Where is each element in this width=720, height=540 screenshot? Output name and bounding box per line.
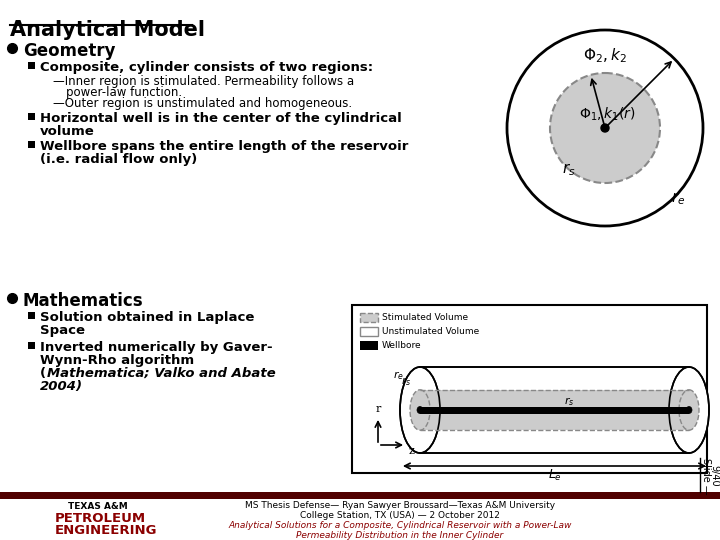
Text: Wellbore: Wellbore <box>382 341 422 350</box>
Bar <box>420 390 689 430</box>
Text: Inverted numerically by Gaver-: Inverted numerically by Gaver- <box>40 341 273 354</box>
Bar <box>28 141 35 148</box>
Bar <box>360 327 378 336</box>
Text: ENGINEERING: ENGINEERING <box>55 524 158 537</box>
Ellipse shape <box>669 367 709 453</box>
Text: $L_e$: $L_e$ <box>547 468 562 483</box>
Text: $\Phi_1, k_1(r)$: $\Phi_1, k_1(r)$ <box>579 106 635 124</box>
Text: (i.e. radial flow only): (i.e. radial flow only) <box>40 153 197 166</box>
Text: volume: volume <box>40 125 95 138</box>
Text: $r_s$: $r_s$ <box>401 375 411 388</box>
Text: Permeability Distribution in the Inner Cylinder: Permeability Distribution in the Inner C… <box>297 531 503 540</box>
Text: (: ( <box>40 367 46 380</box>
Circle shape <box>550 73 660 183</box>
Text: r: r <box>375 404 381 414</box>
Bar <box>420 367 689 453</box>
Text: PETROLEUM: PETROLEUM <box>55 512 146 525</box>
Text: TEXAS A&M: TEXAS A&M <box>68 502 127 511</box>
Text: Analytical Solutions for a Composite, Cylindrical Reservoir with a Power-Law: Analytical Solutions for a Composite, Cy… <box>228 521 572 530</box>
Text: Slide —: Slide — <box>701 458 711 494</box>
Bar <box>28 62 35 69</box>
Text: Analytical Model: Analytical Model <box>10 20 205 40</box>
Text: 2004): 2004) <box>40 380 83 393</box>
Bar <box>352 305 707 473</box>
Text: Space: Space <box>40 324 85 337</box>
Text: —Inner region is stimulated. Permeability follows a: —Inner region is stimulated. Permeabilit… <box>53 75 354 88</box>
Text: $\Phi_2, k_2$: $\Phi_2, k_2$ <box>583 46 627 65</box>
Text: Geometry: Geometry <box>23 42 115 60</box>
Bar <box>420 407 689 414</box>
Bar <box>360 313 378 322</box>
Text: —Outer region is unstimulated and homogeneous.: —Outer region is unstimulated and homoge… <box>53 97 352 110</box>
Text: College Station, TX (USA) — 2 October 2012: College Station, TX (USA) — 2 October 20… <box>300 511 500 520</box>
Bar <box>0 492 720 499</box>
Text: $r_e$: $r_e$ <box>671 190 685 207</box>
Text: Mathematics: Mathematics <box>23 292 143 310</box>
Circle shape <box>507 30 703 226</box>
Text: Mathematica; Valko and Abate: Mathematica; Valko and Abate <box>47 367 276 380</box>
Text: Unstimulated Volume: Unstimulated Volume <box>382 327 480 336</box>
Text: $r_s$: $r_s$ <box>562 161 576 178</box>
Circle shape <box>601 124 609 132</box>
Bar <box>360 341 378 350</box>
Text: z: z <box>409 446 415 456</box>
Bar <box>28 342 35 349</box>
Text: Horizontal well is in the center of the cylindrical: Horizontal well is in the center of the … <box>40 112 402 125</box>
Text: Wynn-Rho algorithm: Wynn-Rho algorithm <box>40 354 194 367</box>
Ellipse shape <box>410 390 430 430</box>
Bar <box>28 113 35 120</box>
Ellipse shape <box>400 367 440 453</box>
Text: MS Thesis Defense— Ryan Sawyer Broussard—Texas A&M University: MS Thesis Defense— Ryan Sawyer Broussard… <box>245 501 555 510</box>
Text: $r_e$: $r_e$ <box>392 369 403 382</box>
Text: power-law function.: power-law function. <box>66 86 182 99</box>
Text: Wellbore spans the entire length of the reservoir: Wellbore spans the entire length of the … <box>40 140 408 153</box>
Text: $r_s$: $r_s$ <box>564 395 575 408</box>
Text: Solution obtained in Laplace: Solution obtained in Laplace <box>40 311 254 324</box>
Text: Composite, cylinder consists of two regions:: Composite, cylinder consists of two regi… <box>40 61 373 74</box>
Ellipse shape <box>679 390 699 430</box>
Text: 9/40: 9/40 <box>709 465 719 487</box>
Text: Stimulated Volume: Stimulated Volume <box>382 313 468 322</box>
Bar <box>28 312 35 319</box>
Ellipse shape <box>417 407 423 414</box>
Ellipse shape <box>686 407 692 414</box>
